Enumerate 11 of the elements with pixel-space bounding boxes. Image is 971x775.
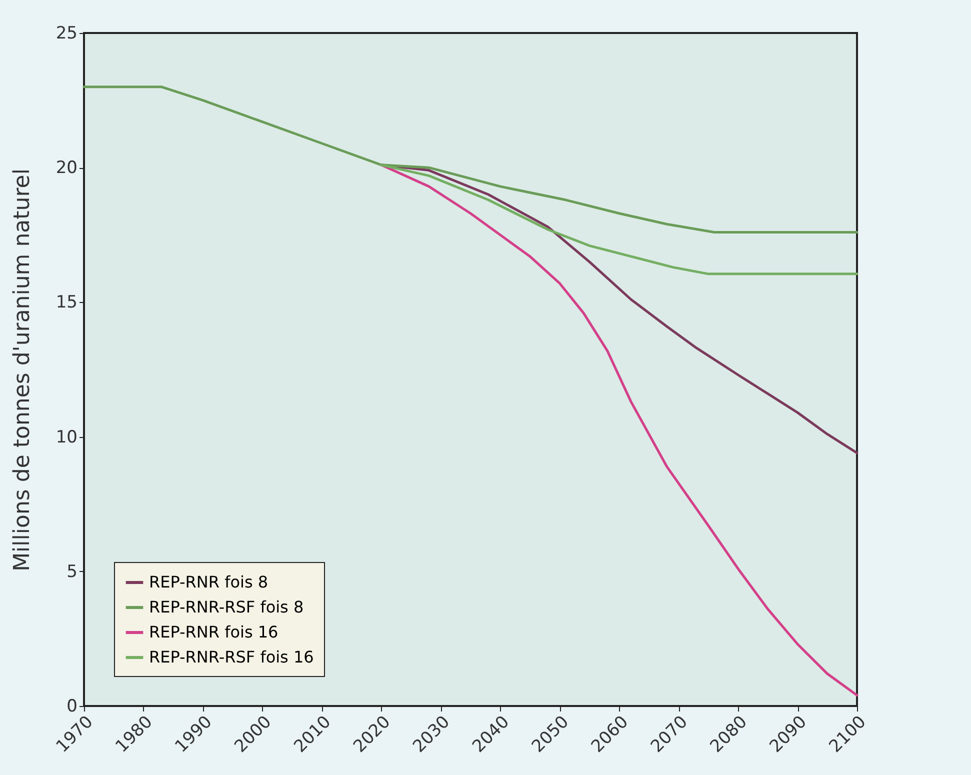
y-tick-label: 25 bbox=[56, 24, 78, 44]
y-tick-label: 15 bbox=[56, 292, 78, 313]
legend-label: REP-RNR fois 8 bbox=[149, 572, 268, 592]
y-tick-label: 0 bbox=[66, 696, 78, 716]
y-tick-label: 20 bbox=[56, 158, 78, 178]
y-tick-label: 10 bbox=[56, 427, 78, 448]
y-tick-label: 5 bbox=[66, 562, 78, 582]
legend-label: REP-RNR-RSF fois 8 bbox=[149, 598, 304, 616]
legend-label: REP-RNR-RSF fois 16 bbox=[149, 648, 314, 666]
legend-label: REP-RNR fois 16 bbox=[149, 622, 278, 642]
y-axis-title: Millions de tonnes d'uranium naturel bbox=[10, 168, 35, 572]
